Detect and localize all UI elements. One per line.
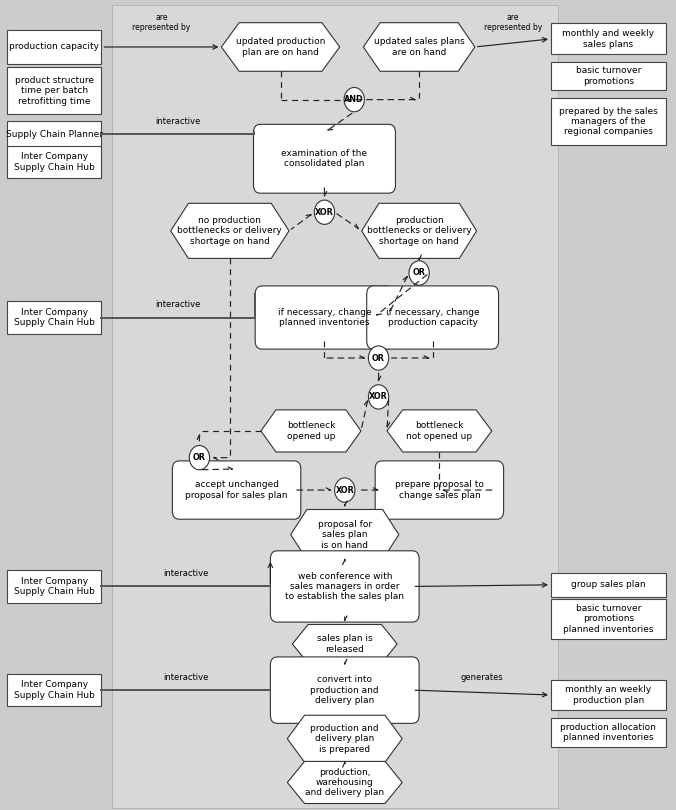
- Text: convert into
production and
delivery plan: convert into production and delivery pla…: [310, 676, 379, 705]
- FancyBboxPatch shape: [366, 286, 498, 349]
- Circle shape: [189, 446, 210, 470]
- FancyBboxPatch shape: [551, 680, 666, 710]
- FancyBboxPatch shape: [551, 62, 666, 90]
- Text: updated production
plan are on hand: updated production plan are on hand: [236, 37, 325, 57]
- Text: if necessary, change
planned inventories: if necessary, change planned inventories: [278, 308, 371, 327]
- Text: XOR: XOR: [369, 392, 388, 402]
- FancyBboxPatch shape: [7, 570, 101, 603]
- Text: basic turnover
promotions
planned inventories: basic turnover promotions planned invent…: [563, 604, 654, 633]
- FancyBboxPatch shape: [255, 286, 393, 349]
- Text: production and
delivery plan
is prepared: production and delivery plan is prepared: [310, 724, 379, 753]
- Text: Inter Company
Supply Chain Hub: Inter Company Supply Chain Hub: [14, 308, 95, 327]
- Text: interactive: interactive: [163, 569, 209, 578]
- Text: updated sales plans
are on hand: updated sales plans are on hand: [374, 37, 464, 57]
- Text: examination of the
consolidated plan: examination of the consolidated plan: [281, 149, 368, 168]
- Text: OR: OR: [193, 453, 206, 463]
- FancyBboxPatch shape: [254, 124, 395, 193]
- Polygon shape: [292, 625, 397, 663]
- Polygon shape: [291, 509, 399, 560]
- Text: no production
bottlenecks or delivery
shortage on hand: no production bottlenecks or delivery sh…: [178, 216, 282, 245]
- Circle shape: [314, 200, 335, 224]
- Text: interactive: interactive: [155, 301, 201, 309]
- FancyBboxPatch shape: [551, 98, 666, 145]
- FancyBboxPatch shape: [270, 657, 419, 723]
- Text: group sales plan: group sales plan: [571, 580, 646, 590]
- FancyBboxPatch shape: [270, 551, 419, 622]
- Text: accept unchanged
proposal for sales plan: accept unchanged proposal for sales plan: [185, 480, 288, 500]
- Polygon shape: [362, 203, 477, 258]
- Text: interactive: interactive: [155, 117, 200, 126]
- FancyBboxPatch shape: [7, 67, 101, 114]
- Text: bottleneck
opened up: bottleneck opened up: [287, 421, 335, 441]
- Text: prepared by the sales
managers of the
regional companies: prepared by the sales managers of the re…: [559, 107, 658, 136]
- FancyBboxPatch shape: [7, 30, 101, 64]
- Text: basic turnover
promotions: basic turnover promotions: [576, 66, 641, 86]
- Polygon shape: [287, 761, 402, 804]
- Text: XOR: XOR: [335, 485, 354, 495]
- Text: Supply Chain Planner: Supply Chain Planner: [5, 130, 103, 139]
- Circle shape: [344, 87, 364, 112]
- Text: production
bottlenecks or delivery
shortage on hand: production bottlenecks or delivery short…: [367, 216, 471, 245]
- Text: are
represented by: are represented by: [132, 13, 191, 32]
- Polygon shape: [261, 410, 361, 452]
- FancyBboxPatch shape: [551, 718, 666, 747]
- Text: monthly and weekly
sales plans: monthly and weekly sales plans: [562, 29, 654, 49]
- Text: OR: OR: [412, 268, 426, 278]
- Text: production,
warehousing
and delivery plan: production, warehousing and delivery pla…: [305, 768, 385, 797]
- Text: Inter Company
Supply Chain Hub: Inter Company Supply Chain Hub: [14, 152, 95, 172]
- FancyBboxPatch shape: [7, 146, 101, 178]
- Polygon shape: [171, 203, 289, 258]
- Text: product structure
time per batch
retrofitting time: product structure time per batch retrofi…: [15, 76, 93, 105]
- FancyBboxPatch shape: [7, 674, 101, 706]
- Text: prepare proposal to
change sales plan: prepare proposal to change sales plan: [395, 480, 484, 500]
- Text: are
represented by: are represented by: [484, 13, 542, 32]
- Text: monthly an weekly
production plan: monthly an weekly production plan: [565, 685, 652, 705]
- Polygon shape: [287, 715, 402, 762]
- FancyBboxPatch shape: [551, 573, 666, 597]
- Text: production capacity: production capacity: [9, 42, 99, 52]
- FancyBboxPatch shape: [112, 5, 558, 808]
- Text: XOR: XOR: [315, 207, 334, 217]
- FancyBboxPatch shape: [7, 301, 101, 334]
- Circle shape: [368, 385, 389, 409]
- FancyBboxPatch shape: [172, 461, 301, 519]
- Text: web conference with
sales managers in order
to establish the sales plan: web conference with sales managers in or…: [285, 572, 404, 601]
- Circle shape: [335, 478, 355, 502]
- FancyBboxPatch shape: [551, 23, 666, 54]
- Circle shape: [409, 261, 429, 285]
- Text: OR: OR: [372, 353, 385, 363]
- Text: if necessary, change
production capacity: if necessary, change production capacity: [386, 308, 479, 327]
- FancyBboxPatch shape: [7, 121, 101, 148]
- Polygon shape: [222, 23, 339, 71]
- FancyBboxPatch shape: [375, 461, 504, 519]
- Text: Inter Company
Supply Chain Hub: Inter Company Supply Chain Hub: [14, 577, 95, 596]
- Text: interactive: interactive: [163, 673, 209, 682]
- Polygon shape: [364, 23, 475, 71]
- Text: Inter Company
Supply Chain Hub: Inter Company Supply Chain Hub: [14, 680, 95, 700]
- Text: AND: AND: [344, 95, 364, 104]
- Text: bottleneck
not opened up: bottleneck not opened up: [406, 421, 473, 441]
- Polygon shape: [387, 410, 492, 452]
- FancyBboxPatch shape: [551, 599, 666, 639]
- Text: sales plan is
released: sales plan is released: [317, 634, 372, 654]
- Text: proposal for
sales plan
is on hand: proposal for sales plan is on hand: [318, 520, 372, 549]
- Text: generates: generates: [460, 673, 503, 682]
- Text: production allocation
planned inventories: production allocation planned inventorie…: [560, 723, 656, 742]
- Circle shape: [368, 346, 389, 370]
